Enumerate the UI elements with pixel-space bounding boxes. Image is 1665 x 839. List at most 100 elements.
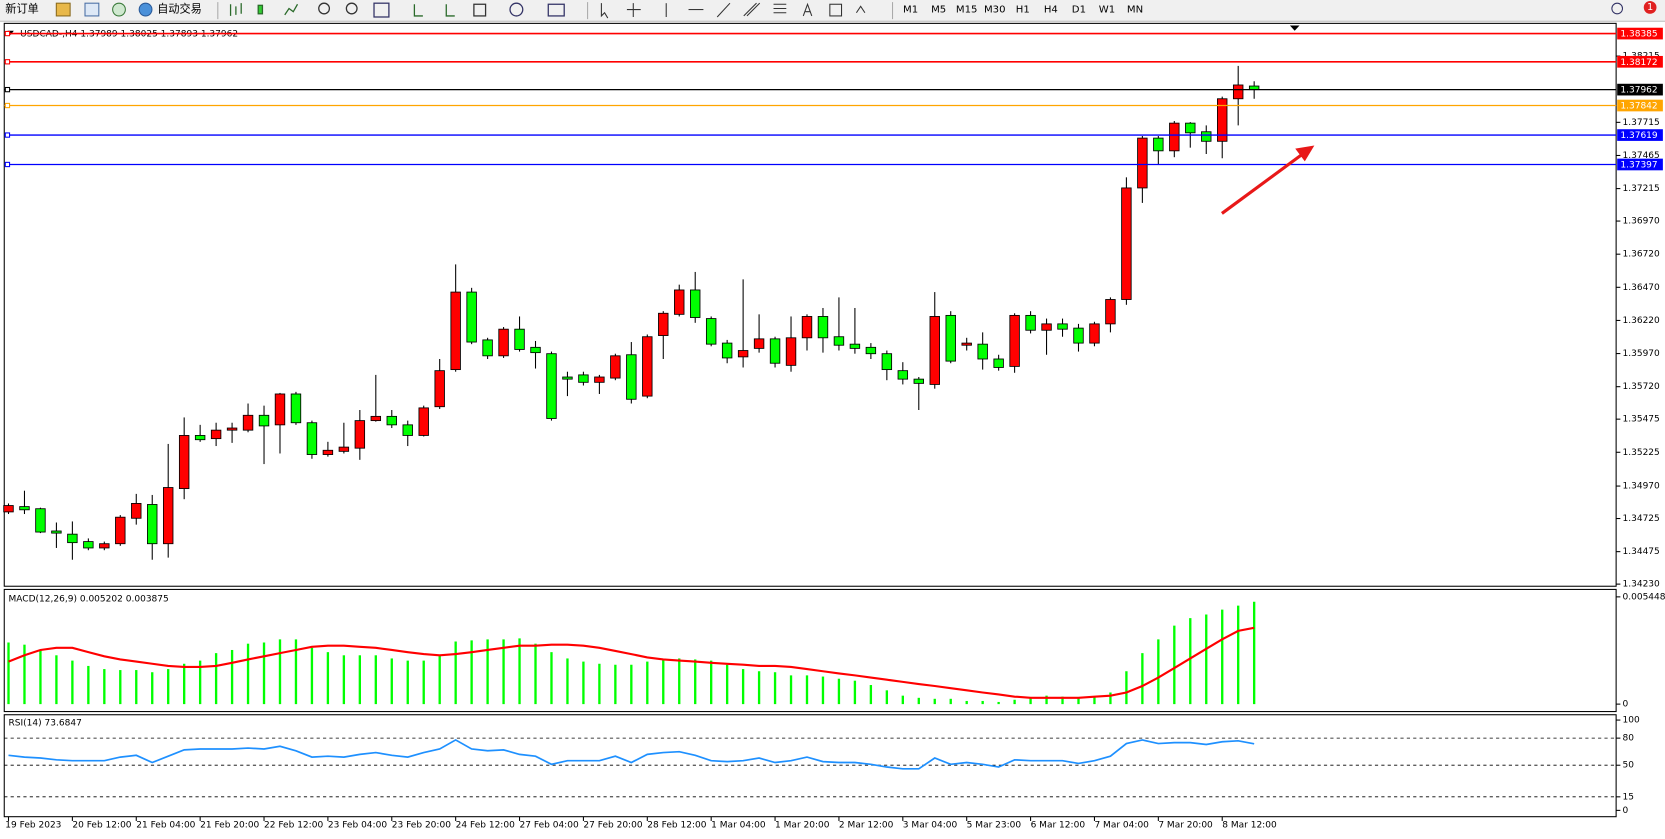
y-tick-label: 1.35225 xyxy=(1622,448,1659,458)
timeframe-button[interactable]: H4 xyxy=(1044,5,1058,16)
x-tick-label: 7 Mar 04:00 xyxy=(1094,821,1149,831)
candle-body xyxy=(258,414,270,427)
y-tick-label: 1.35475 xyxy=(1622,415,1659,425)
icon-label[interactable] xyxy=(829,3,843,17)
candle-body xyxy=(1201,131,1212,142)
notification-count[interactable]: 1 xyxy=(1647,2,1653,13)
x-tick-label: 7 Mar 20:00 xyxy=(1158,821,1213,831)
icon-market[interactable] xyxy=(84,2,100,17)
y-tick-label: 1.36220 xyxy=(1622,316,1660,326)
y-tick-label: 1.37715 xyxy=(1622,118,1659,128)
timeframe-buttons: M1 M5 M15 M30 H1 H4 D1 W1 MN xyxy=(903,5,1143,16)
x-tick-label: 2 Mar 12:00 xyxy=(839,821,894,831)
icon-signals[interactable] xyxy=(112,2,126,17)
candle-body xyxy=(929,316,940,385)
candle-body xyxy=(162,487,174,545)
timeframe-button[interactable]: M1 xyxy=(903,5,918,16)
candle-body xyxy=(178,435,190,490)
icon-candles[interactable] xyxy=(257,4,264,15)
candle-body xyxy=(434,370,445,408)
candle-body xyxy=(594,376,605,383)
candle-body xyxy=(977,343,988,360)
candle-body xyxy=(674,289,685,315)
candle-body xyxy=(322,449,334,455)
new-order-button[interactable]: 新订单 xyxy=(5,2,38,16)
candle-body xyxy=(274,393,286,426)
icon-bars[interactable] xyxy=(229,3,242,16)
candle-body xyxy=(514,328,525,350)
icon-indicators[interactable] xyxy=(473,3,487,17)
auto-trading-button[interactable]: 自动交易 xyxy=(157,2,202,16)
icon-line[interactable] xyxy=(284,3,299,16)
candle-body xyxy=(626,354,637,400)
icon-crosshair[interactable] xyxy=(626,3,641,17)
timeframe-button[interactable]: M30 xyxy=(984,5,1006,16)
price-label-bg xyxy=(1617,129,1663,141)
line-handle xyxy=(4,86,11,93)
x-tick-label: 27 Feb 20:00 xyxy=(583,821,642,831)
icon-zoom-out[interactable] xyxy=(345,2,358,15)
price-label: 1.37619 xyxy=(1620,131,1658,141)
icon-templates[interactable] xyxy=(547,3,565,17)
y-tick-label: 1.36720 xyxy=(1622,250,1660,260)
candle-body xyxy=(562,376,573,380)
chart-type-icons[interactable] xyxy=(229,2,565,18)
timeframe-button[interactable]: W1 xyxy=(1099,5,1115,16)
price-label: 1.38172 xyxy=(1620,58,1657,68)
x-tick-label: 21 Feb 04:00 xyxy=(136,821,195,831)
y-tick-label: 1.34725 xyxy=(1622,514,1659,524)
icon-fibo[interactable] xyxy=(773,3,787,14)
candle-body xyxy=(546,353,557,419)
candle-body xyxy=(610,355,621,379)
icon-channel[interactable] xyxy=(743,2,761,17)
price-label-bg xyxy=(1617,99,1663,112)
candle-body xyxy=(226,427,238,431)
timeframe-button[interactable]: M5 xyxy=(931,5,946,16)
timeframe-button[interactable]: H1 xyxy=(1016,5,1030,16)
icon-tile[interactable] xyxy=(373,2,390,18)
candle-body xyxy=(51,530,62,534)
icon-zoom-in[interactable] xyxy=(318,2,331,15)
y-tick-label: 15 xyxy=(1622,792,1633,802)
candle-body xyxy=(482,339,493,357)
timeframe-button[interactable]: MN xyxy=(1127,5,1143,16)
icon-shapes[interactable] xyxy=(855,5,866,14)
y-tick-label: 1.36470 xyxy=(1622,283,1660,293)
candle-body xyxy=(67,533,78,544)
icon-periods[interactable] xyxy=(509,2,524,17)
candle-body xyxy=(418,407,429,436)
candle-body xyxy=(993,358,1004,368)
candle-body xyxy=(1073,327,1084,344)
candle-body xyxy=(721,342,733,359)
icon-cursor[interactable] xyxy=(600,3,609,19)
price-label-bg xyxy=(1617,27,1663,40)
rsi-pane xyxy=(3,714,1617,818)
candle-body xyxy=(865,346,877,355)
candle-body xyxy=(705,318,717,345)
price-label-bg xyxy=(1617,83,1663,96)
candle-body xyxy=(769,338,781,364)
y-tick-label: 1.34230 xyxy=(1622,580,1660,590)
candle-body xyxy=(1009,314,1020,367)
y-tick-label: 1.36970 xyxy=(1622,217,1660,227)
icon-gold[interactable] xyxy=(55,2,71,17)
icon-trendline[interactable] xyxy=(716,2,731,18)
price-label: 1.37962 xyxy=(1620,86,1657,96)
arrow-head xyxy=(1295,145,1315,162)
icon-autotrade[interactable] xyxy=(138,2,153,17)
x-tick-label: 21 Feb 20:00 xyxy=(200,821,259,831)
drawing-tools[interactable] xyxy=(600,2,866,19)
timeframe-button[interactable]: D1 xyxy=(1072,5,1086,16)
y-tick-label: 1.37465 xyxy=(1622,151,1659,161)
shift-marker xyxy=(1289,25,1300,31)
line-handle xyxy=(4,30,11,37)
icon-search[interactable] xyxy=(1611,2,1624,15)
icon-text[interactable] xyxy=(802,2,813,17)
price-label: 1.37842 xyxy=(1620,102,1657,112)
icon-scroll[interactable] xyxy=(413,4,455,17)
y-tick-label: 1.35970 xyxy=(1622,349,1660,359)
timeframe-button[interactable]: M15 xyxy=(956,5,978,16)
notification-badge[interactable] xyxy=(1643,1,1657,14)
x-tick-label: 22 Feb 12:00 xyxy=(264,821,323,831)
macd-pane xyxy=(3,588,1617,713)
